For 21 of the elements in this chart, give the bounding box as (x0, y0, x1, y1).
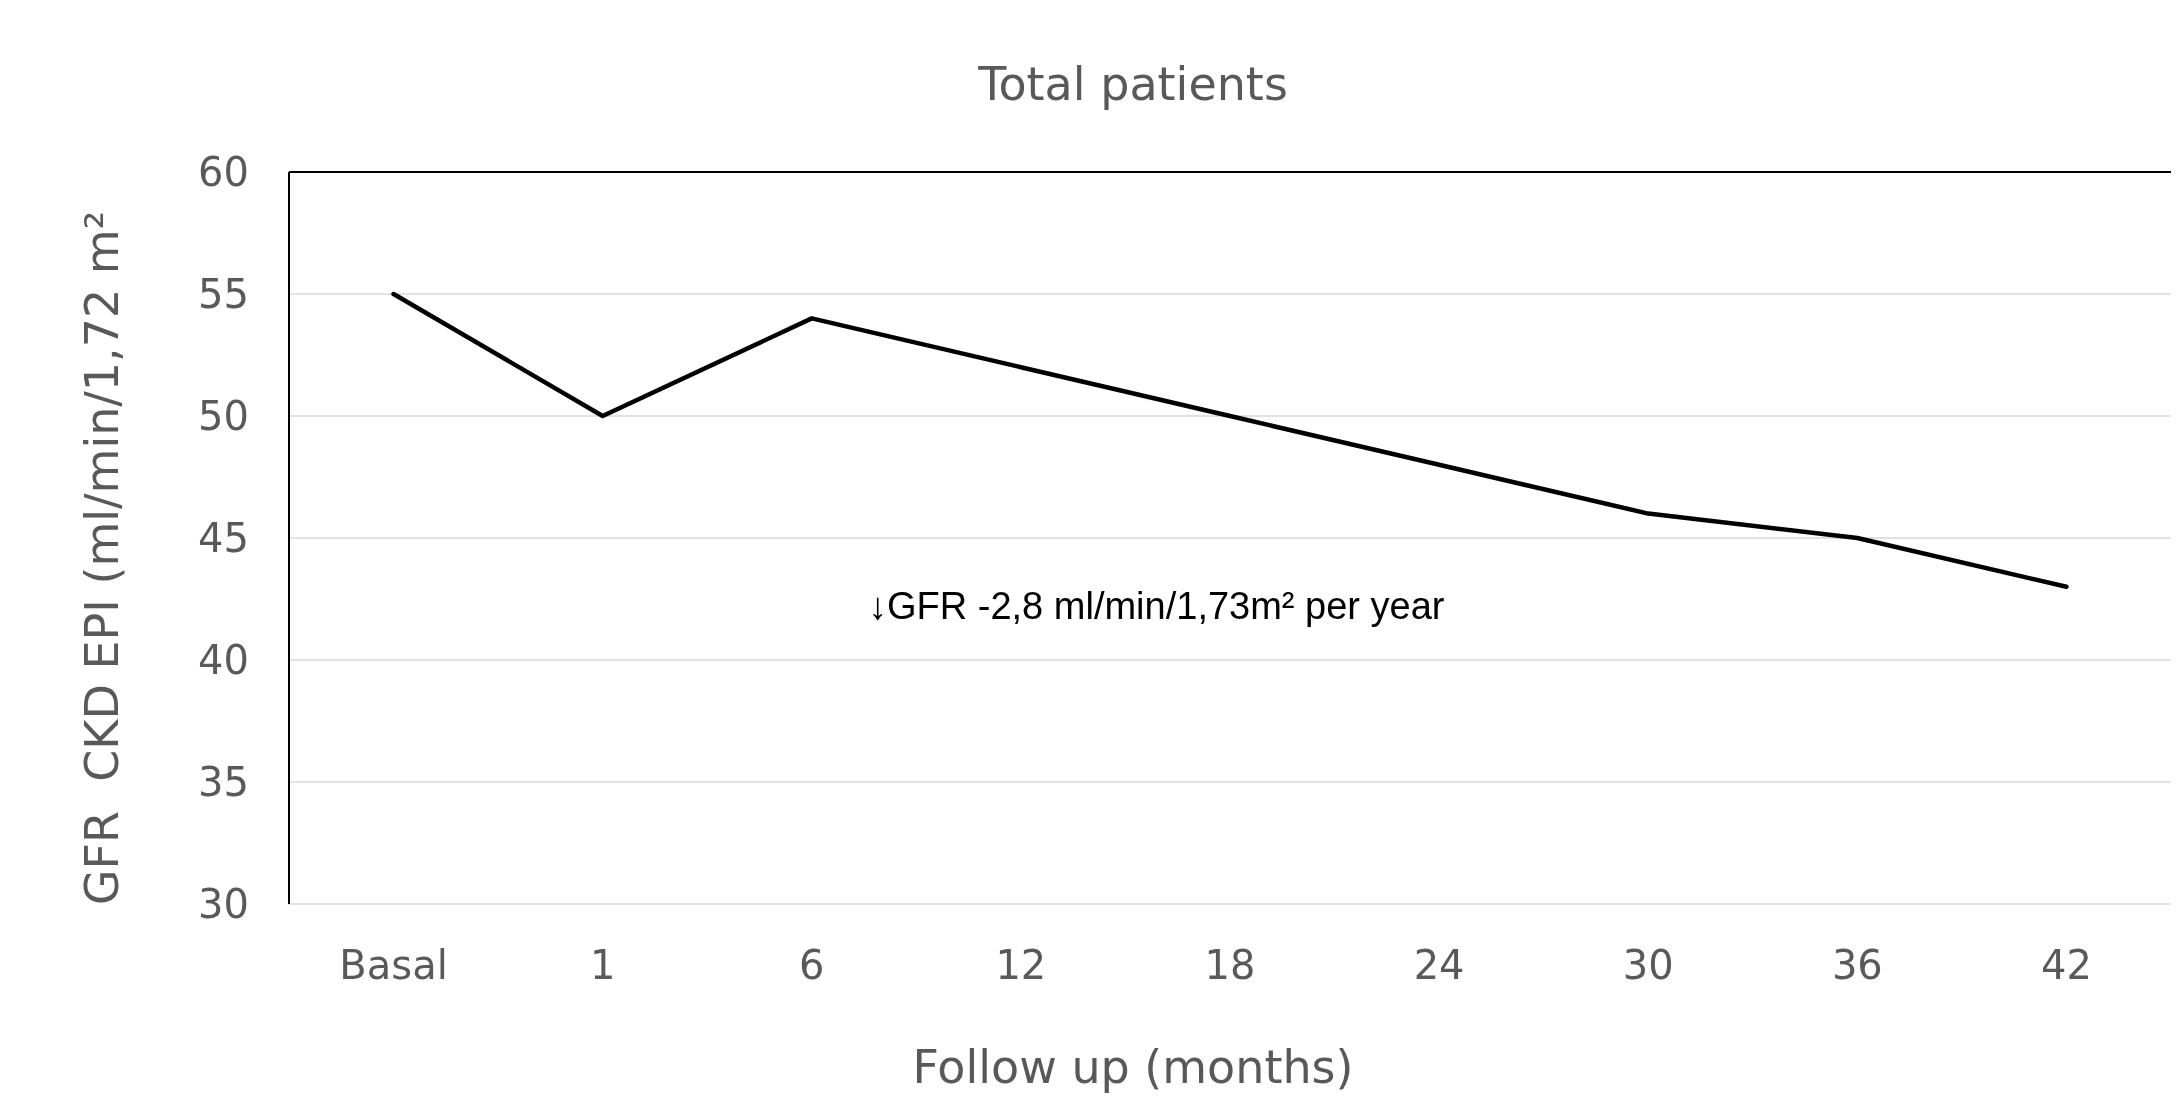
y-tick-label: 30 (198, 881, 249, 927)
x-tick-label: 1 (589, 942, 616, 988)
x-tick-label: 36 (1831, 942, 1883, 988)
chart-title: Total patients (977, 57, 1288, 111)
y-tick-label: 35 (198, 759, 249, 805)
x-tick-label: 12 (995, 942, 1047, 988)
x-axis-title: Follow up (months) (912, 1040, 1354, 1094)
x-tick-label: 30 (1622, 942, 1674, 988)
y-axis-title: GFR CKD EPI (ml/min/1,72 m² (75, 210, 129, 906)
y-tick-label: 55 (198, 271, 249, 317)
annotation: ↓GFR -2,8 ml/min/1,73m² per year (868, 584, 1445, 627)
y-tick-label: 40 (198, 637, 249, 683)
y-tick-label: 60 (198, 149, 249, 195)
x-tick-label: 42 (2040, 942, 2092, 988)
y-tick-label: 45 (198, 515, 249, 561)
x-tick-label: 6 (799, 942, 825, 988)
y-tick-label: 50 (198, 393, 249, 439)
line-series (391, 291, 2069, 590)
x-tick-label: 18 (1204, 942, 1256, 988)
x-tick-label: Basal (339, 942, 448, 988)
x-tick-label: 24 (1413, 942, 1465, 988)
